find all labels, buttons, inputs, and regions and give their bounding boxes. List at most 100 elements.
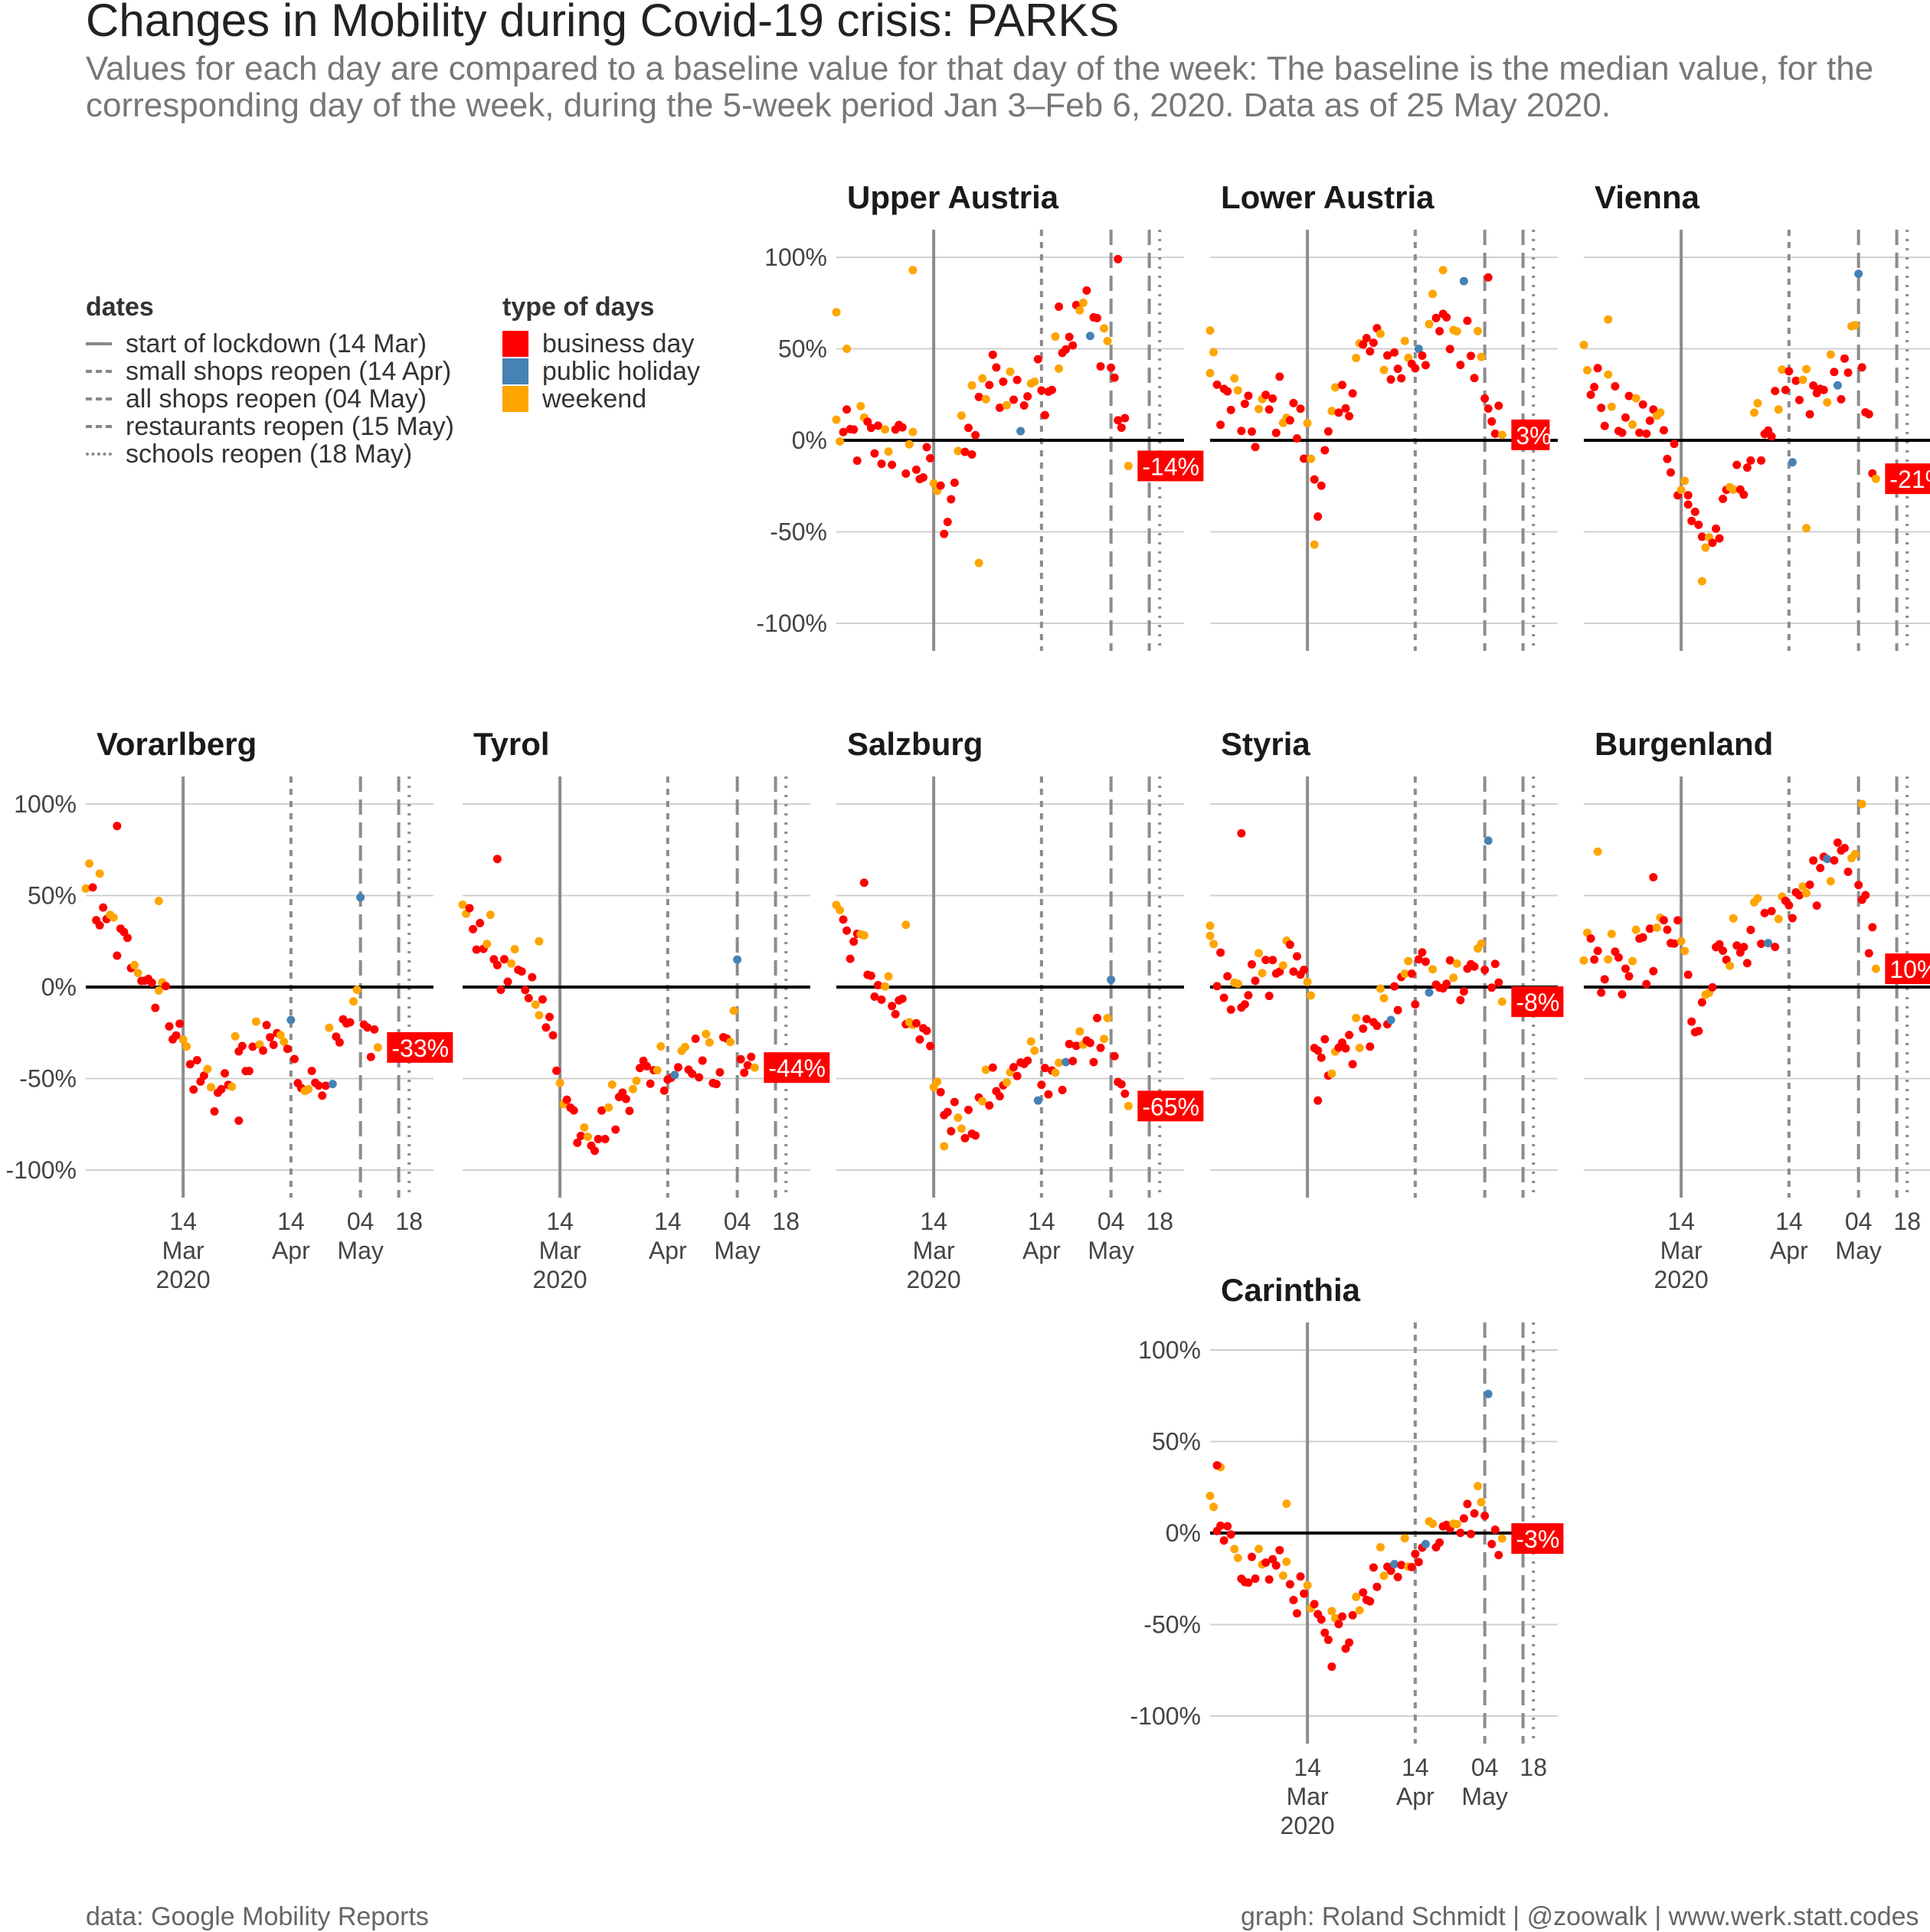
data-point [1411,1549,1420,1558]
data-point [1840,844,1849,853]
data-point [483,940,492,949]
x-tick-label: 14 [920,1208,947,1235]
data-point [1850,321,1860,330]
data-point [1310,1600,1319,1609]
data-point [1233,1554,1242,1563]
data-point [1320,1035,1330,1044]
data-point [1359,1024,1368,1033]
legend-dates-item: all shops reopen (04 May) [86,384,454,414]
data-point [659,1086,669,1095]
data-point [967,381,976,390]
data-point [1701,543,1710,552]
data-point [345,1018,355,1027]
legend-days-label: weekend [542,384,647,414]
data-point [1414,345,1423,353]
data-point [1477,939,1486,948]
x-tick-label: 2020 [533,1266,587,1293]
caption-source: data: Google Mobility Reports [86,1902,429,1931]
data-point [1103,1014,1112,1023]
data-point [1428,289,1438,299]
data-point [1694,520,1703,529]
data-point [1857,363,1866,372]
data-point [859,878,869,888]
data-point [1583,365,1592,374]
data-point [88,883,97,892]
data-point [1428,1519,1438,1528]
data-point [1857,799,1866,809]
data-point [1264,405,1274,414]
data-point [1421,957,1430,966]
public-holiday-swatch [502,358,528,384]
data-point [1352,1013,1361,1022]
data-point [1120,414,1130,423]
data-point [1205,368,1215,378]
data-point [1254,404,1264,414]
data-point [1739,490,1748,499]
data-point [1729,485,1738,494]
data-point [1459,276,1468,286]
data-point [954,1113,963,1123]
data-point [1631,925,1641,934]
data-point [1680,946,1690,956]
data-point [1708,538,1717,548]
x-tick-label: 18 [1146,1208,1173,1235]
data-point [1778,365,1787,374]
last-value-badge [1885,463,1930,495]
data-point [1428,965,1438,974]
x-tick-label: 2020 [1281,1812,1335,1839]
data-point [1805,880,1814,889]
data-point [1223,972,1232,981]
data-point [995,1092,1004,1101]
data-point [1767,907,1776,916]
data-point [1296,1572,1305,1581]
data-point [1369,338,1378,348]
data-point [1124,1101,1133,1110]
data-point [1739,943,1748,952]
data-point [1289,967,1298,976]
data-point [1861,891,1870,900]
legend-dates-title: dates [86,293,154,322]
data-point [304,1084,313,1093]
data-point [1100,1035,1109,1044]
data-point [1604,370,1613,379]
data-point [940,1142,949,1151]
data-point [943,518,952,527]
data-point [569,1106,578,1115]
data-point [1676,937,1686,946]
x-tick-label: Mar [1660,1237,1703,1264]
data-point [465,904,474,913]
x-tick-label: 14 [1402,1754,1429,1781]
data-point [248,1042,257,1051]
data-point [113,951,122,960]
data-point [1240,1000,1249,1009]
data-point [1366,1042,1375,1051]
data-point [1019,400,1029,410]
data-point [1452,1519,1461,1528]
data-point [1268,394,1277,403]
data-point [290,1054,299,1064]
data-point [1376,329,1385,338]
data-point [933,1077,942,1087]
data-point [1362,334,1371,343]
data-point [600,1135,610,1144]
legend-dates-item: restaurants reopen (15 May) [86,412,454,441]
data-point [85,859,94,868]
data-point [161,982,170,991]
data-point [926,453,935,463]
data-point [1355,1606,1364,1615]
data-point [1871,474,1880,483]
data-point [1338,1612,1347,1621]
data-point [1638,400,1647,409]
data-point [643,1062,652,1071]
data-point [1843,368,1853,378]
last-value-label: -65% [1142,1093,1199,1120]
data-point [1590,955,1599,964]
data-point [1760,908,1769,917]
data-point [1497,430,1506,440]
data-point [1244,1578,1253,1587]
data-point [901,920,911,930]
data-point [1414,1558,1423,1567]
data-point [974,392,983,401]
data-point [681,1042,690,1051]
data-point [1278,1571,1287,1581]
